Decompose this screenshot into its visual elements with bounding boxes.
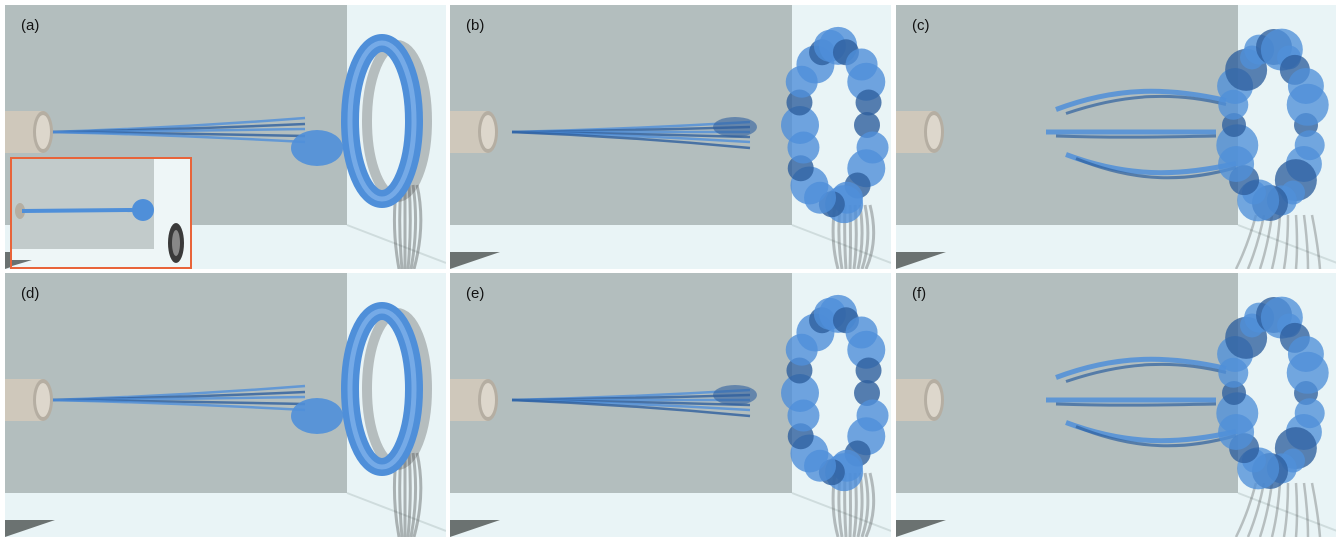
simulation-render [5, 273, 446, 537]
floor-seam [1237, 492, 1336, 532]
turbulent-ring-blob [847, 62, 886, 101]
panel-e: (e) [450, 273, 891, 537]
back-wall [896, 273, 1238, 493]
wake-smoke [864, 472, 876, 537]
floor-edge [450, 520, 500, 537]
floor-seam [791, 224, 891, 264]
turbulent-ring-blob [855, 89, 882, 116]
inset-vortex-head [132, 199, 154, 221]
wake-smoke [1282, 214, 1290, 269]
wake-smoke [1294, 214, 1299, 269]
wake-smoke [1310, 214, 1322, 269]
panel-label: (f) [912, 285, 927, 302]
panel-label: (d) [21, 285, 40, 302]
wake-smoke [412, 184, 423, 269]
floor-edge [5, 520, 55, 537]
floor-edge [896, 252, 946, 269]
floor-seam [1237, 224, 1336, 264]
wake-smoke [409, 452, 418, 537]
smoke-filament [49, 130, 306, 144]
wake-smoke [1302, 214, 1310, 269]
floor-seam [346, 492, 446, 532]
back-wall [450, 273, 792, 493]
panel-label: (b) [466, 17, 485, 34]
turbulent-ring-blob [1286, 351, 1329, 394]
nozzle [5, 379, 53, 421]
turbulent-ring-blob [1222, 381, 1246, 405]
panel-d: (d) [5, 273, 446, 537]
wake-smoke [1294, 482, 1299, 537]
panel-b: (b) [450, 5, 891, 269]
wake-smoke [864, 204, 876, 269]
turbulent-ring-blob [854, 112, 880, 138]
smoke-filament [511, 398, 751, 418]
simulation-render [896, 273, 1336, 537]
nozzle [896, 111, 944, 153]
panel-c: (c) [896, 5, 1336, 269]
wake-smoke [1282, 482, 1290, 537]
panel-label: (c) [912, 17, 930, 34]
floor-edge [896, 520, 946, 537]
simulation-render [896, 5, 1336, 269]
inset-jet [21, 208, 135, 213]
turbulent-ring-blob [1222, 113, 1246, 137]
wake-smoke [409, 184, 418, 269]
nozzle [450, 111, 498, 153]
panel-a: (a) [5, 5, 446, 269]
nozzle [5, 111, 53, 153]
turbulent-ring-blob [855, 357, 882, 384]
back-wall [450, 5, 792, 225]
wake-smoke [1270, 214, 1282, 269]
smoke-branch [1055, 356, 1227, 380]
panel-f: (f) [896, 273, 1336, 537]
wake-smoke [406, 184, 412, 269]
back-wall [896, 5, 1238, 225]
panel-label: (e) [466, 285, 485, 302]
vortex-head [713, 117, 757, 137]
turbulent-ring-blob [854, 380, 880, 406]
floor-seam [791, 492, 891, 532]
wake-smoke [1270, 482, 1282, 537]
turbulent-ring-blob [781, 106, 819, 144]
vortex-head [713, 385, 757, 405]
inset-nozzle [15, 203, 25, 219]
nozzle [896, 379, 944, 421]
wake-smoke [860, 472, 870, 537]
vortex-head [291, 398, 343, 434]
turbulent-ring-blob [847, 330, 886, 369]
turbulent-ring-blob [781, 374, 819, 412]
simulation-render [5, 5, 446, 269]
turbulent-ring-blob [1286, 83, 1329, 126]
simulation-render [450, 5, 891, 269]
vortex-head [291, 130, 343, 166]
wake-smoke [406, 452, 412, 537]
wake-smoke [860, 204, 870, 269]
smoke-filament [49, 398, 306, 412]
wake-smoke [412, 452, 423, 537]
turbulent-ring-blob [1216, 124, 1259, 167]
floor-edge [450, 252, 500, 269]
floor-seam [346, 224, 446, 264]
wake-smoke [1302, 482, 1310, 537]
turbulent-ring-blob [1216, 392, 1259, 435]
back-wall [5, 273, 347, 493]
simulation-render [450, 273, 891, 537]
smoke-filament [511, 130, 751, 150]
inset-view [10, 157, 192, 269]
panel-label: (a) [21, 17, 40, 34]
wake-smoke [1310, 482, 1322, 537]
nozzle [450, 379, 498, 421]
smoke-branch [1055, 88, 1227, 112]
